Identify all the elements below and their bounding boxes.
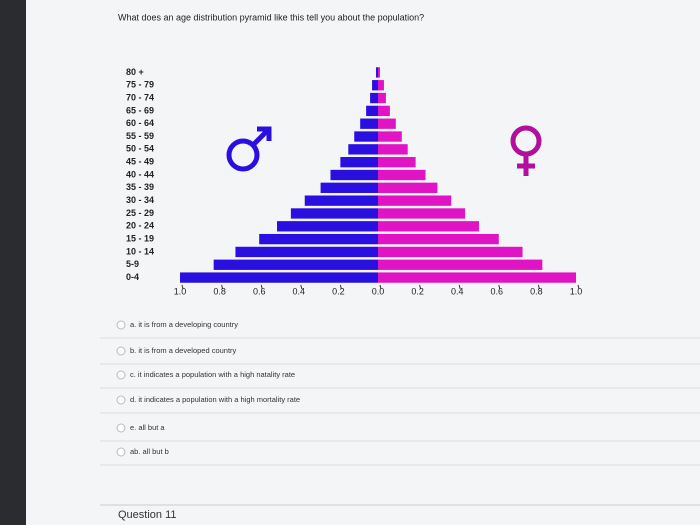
x-tick-label: 0.6 xyxy=(491,286,504,296)
option-text[interactable]: d. it indicates a population with a high… xyxy=(130,395,300,404)
y-tick-label: 25 - 29 xyxy=(126,208,154,218)
bar xyxy=(378,182,438,193)
y-tick-label: 40 - 44 xyxy=(126,169,154,179)
bar xyxy=(277,221,378,232)
bar xyxy=(378,169,426,181)
x-tick-label: 0.0 xyxy=(372,286,385,296)
tick-mark xyxy=(419,284,422,290)
y-tick-label: 65 - 69 xyxy=(126,105,154,115)
radio-button[interactable] xyxy=(116,395,126,405)
bar xyxy=(378,67,380,78)
bar xyxy=(360,118,378,129)
x-tick-label: 0.4 xyxy=(451,286,464,296)
bar xyxy=(378,144,408,155)
tick-mark xyxy=(221,284,224,290)
bar xyxy=(378,157,416,168)
option-text[interactable]: ab. all but b xyxy=(130,447,169,456)
tick-mark xyxy=(458,284,461,290)
question-text: What does an age distribution pyramid li… xyxy=(118,12,424,22)
bar xyxy=(378,92,386,104)
bar xyxy=(378,80,384,91)
x-tick-label: 0.4 xyxy=(293,286,306,296)
bar xyxy=(378,221,479,232)
bar xyxy=(378,246,523,258)
y-tick-label: 15 - 19 xyxy=(126,233,154,243)
y-tick-label: 20 - 24 xyxy=(126,221,154,231)
radio-button[interactable] xyxy=(116,370,126,380)
y-tick-label: 50 - 54 xyxy=(126,144,154,154)
y-tick-label: 55 - 59 xyxy=(126,131,154,141)
tick-mark xyxy=(498,284,501,290)
x-tick-label: 0.8 xyxy=(213,286,226,296)
bar xyxy=(330,169,378,181)
bar xyxy=(378,233,499,245)
option-text[interactable]: a. it is from a developing country xyxy=(130,320,238,329)
bar xyxy=(370,92,378,104)
y-tick-label: 80 + xyxy=(126,67,144,77)
bar xyxy=(378,118,396,129)
y-tick-label: 0-4 xyxy=(126,272,139,282)
bar xyxy=(376,67,378,78)
footer-text: Question 11 xyxy=(118,509,177,521)
bar xyxy=(259,233,378,245)
tick-mark xyxy=(577,284,580,290)
bar xyxy=(378,195,452,206)
x-tick-label: 0.2 xyxy=(332,286,345,296)
y-tick-label: 70 - 74 xyxy=(126,92,154,102)
tick-mark xyxy=(260,284,263,290)
y-tick-label: 75 - 79 xyxy=(126,80,154,90)
bar xyxy=(180,272,378,283)
y-tick-label: 10 - 14 xyxy=(126,246,154,256)
bar xyxy=(354,131,378,142)
x-tick-label: 0.2 xyxy=(411,286,424,296)
bar xyxy=(366,105,378,117)
radio-button[interactable] xyxy=(116,423,126,433)
male-symbol xyxy=(226,126,272,172)
tick-mark xyxy=(339,284,342,290)
bar xyxy=(372,80,378,91)
bar xyxy=(378,259,543,270)
radio-button[interactable] xyxy=(116,320,126,330)
bar xyxy=(348,144,378,155)
y-tick-label: 5-9 xyxy=(126,259,139,269)
option-text[interactable]: e. all but a xyxy=(130,423,165,432)
tick-mark xyxy=(537,284,540,290)
y-tick-label: 35 - 39 xyxy=(126,182,154,192)
radio-button[interactable] xyxy=(116,447,126,457)
bar xyxy=(320,182,378,193)
female-symbol xyxy=(510,125,542,176)
bar xyxy=(378,131,402,142)
option-text[interactable]: c. it indicates a population with a high… xyxy=(130,370,295,379)
bar xyxy=(304,195,378,206)
x-tick-label: 1.0 xyxy=(174,286,187,296)
x-tick-label: 0.8 xyxy=(530,286,543,296)
bar xyxy=(213,259,378,270)
x-tick-label: 1.0 xyxy=(570,286,583,296)
y-tick-label: 30 - 34 xyxy=(126,195,154,205)
tick-mark xyxy=(379,284,382,290)
x-tick-label: 0.6 xyxy=(253,286,266,296)
tick-mark xyxy=(181,284,184,290)
bar xyxy=(378,105,390,117)
tick-mark xyxy=(300,284,303,290)
bar xyxy=(340,157,378,168)
radio-button[interactable] xyxy=(116,346,126,356)
option-text[interactable]: b. it is from a developed country xyxy=(130,346,237,355)
bar xyxy=(378,208,466,219)
y-tick-label: 60 - 64 xyxy=(126,118,154,128)
bar xyxy=(378,272,576,283)
y-tick-label: 45 - 49 xyxy=(126,157,154,167)
bar xyxy=(290,208,378,219)
bar xyxy=(235,246,378,258)
